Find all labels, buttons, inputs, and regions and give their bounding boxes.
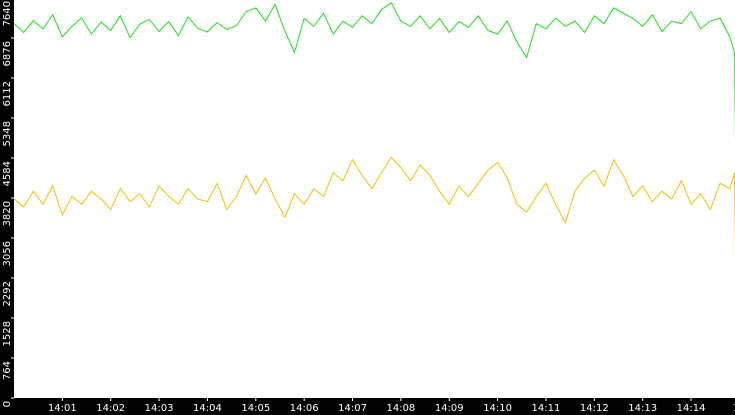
y-axis-strip xyxy=(0,0,14,415)
y-tick-label: 4584 xyxy=(2,161,13,186)
series-line xyxy=(13,156,735,259)
x-tick-label: 14:10 xyxy=(483,403,512,414)
x-tick-label: 14:09 xyxy=(435,403,464,414)
x-tick-label: 14:13 xyxy=(628,403,657,414)
y-tick-label: 6112 xyxy=(2,81,13,106)
y-tick-label: 7640 xyxy=(2,1,13,26)
y-tick-label: 6876 xyxy=(2,41,13,66)
x-tick-label: 14:06 xyxy=(290,403,319,414)
x-tick-label: 14:07 xyxy=(338,403,367,414)
x-axis-strip xyxy=(0,398,735,415)
x-tick-label: 14:08 xyxy=(386,403,415,414)
y-tick-label: 0 xyxy=(2,401,13,407)
x-tick-label: 14:12 xyxy=(580,403,609,414)
y-tick-label: 764 xyxy=(2,361,13,380)
y-tick-label: 1528 xyxy=(2,321,13,346)
x-tick-label: 14 xyxy=(733,403,735,414)
x-tick-label: 14:11 xyxy=(532,403,561,414)
y-tick-label: 5348 xyxy=(2,121,13,146)
y-tick-label: 3056 xyxy=(2,241,13,266)
x-tick-label: 14:01 xyxy=(48,403,77,414)
x-tick-label: 14:02 xyxy=(96,403,125,414)
series-line xyxy=(13,1,735,146)
y-tick-label: 2292 xyxy=(2,281,13,306)
y-tick-label: 3820 xyxy=(2,201,13,226)
x-tick-label: 14:05 xyxy=(241,403,270,414)
x-tick-label: 14:04 xyxy=(193,403,222,414)
x-tick-label: 14:03 xyxy=(145,403,174,414)
x-tick-label: 14:14 xyxy=(677,403,706,414)
